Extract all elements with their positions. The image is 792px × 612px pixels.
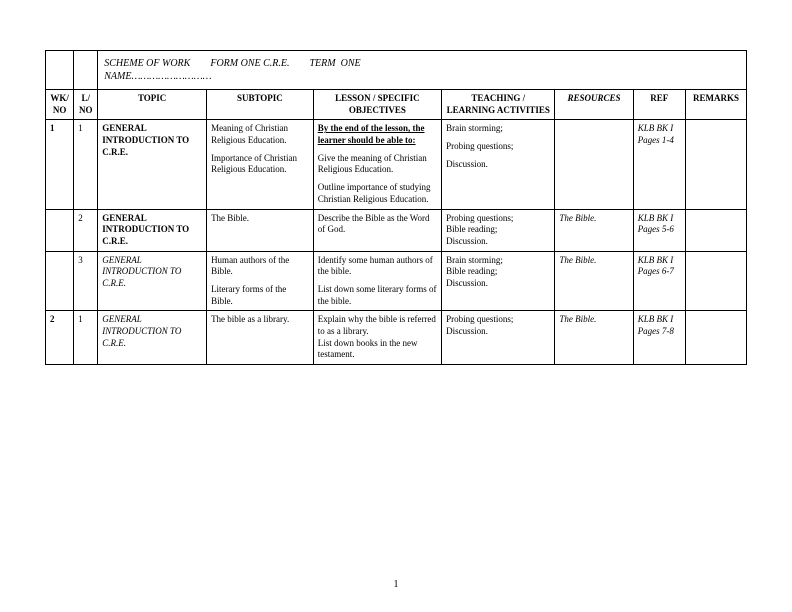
col-header-activities: TEACHING / LEARNING ACTIVITIES [442,90,555,120]
activity-text: Bible reading; [446,224,497,234]
col-header-ref: REF [633,90,685,120]
cell-remarks [685,311,746,365]
cell-topic: GENERAL INTRODUCTION TO C.R.E. [98,251,207,311]
cell-remarks [685,120,746,209]
table-row: 3 GENERAL INTRODUCTION TO C.R.E. Human a… [46,251,747,311]
cell-resources: The Bible. [555,311,633,365]
scheme-table: SCHEME OF WORK FORM ONE C.R.E. TERM ONE … [45,50,747,365]
table-row: 1 1 GENERAL INTRODUCTION TO C.R.E. Meani… [46,120,747,209]
cell-wk: 2 [46,311,74,365]
cell-ref: KLB BK I Pages 5-6 [633,209,685,251]
activity-text: Brain storming; [446,255,503,265]
cell-topic: GENERAL INTRODUCTION TO C.R.E. [98,209,207,251]
col-header-wk: WK/ NO [46,90,74,120]
title-text: SCHEME OF WORK FORM ONE C.R.E. TERM ONE [104,58,360,69]
subtopic-text: Importance of Christian Religious Educat… [211,153,309,176]
cell-ln: 1 [74,311,98,365]
activity-text: Discussion. [446,278,488,288]
cell-wk [46,251,74,311]
title-row: SCHEME OF WORK FORM ONE C.R.E. TERM ONE … [46,51,747,90]
subtopic-text: The bible as a library. [211,314,309,326]
activity-text: Brain storming; [446,123,550,135]
col-header-resources: RESOURCES [555,90,633,120]
activity-text: Discussion. [446,159,550,171]
activity-text: Probing questions; [446,314,513,324]
cell-resources: The Bible. [555,251,633,311]
col-header-objectives: LESSON / SPECIFIC OBJECTIVES [313,90,441,120]
col-header-topic: TOPIC [98,90,207,120]
cell-subtopic: Human authors of the Bible. Literary for… [207,251,314,311]
table-row: 2 1 GENERAL INTRODUCTION TO C.R.E. The b… [46,311,747,365]
cell-ln: 2 [74,209,98,251]
cell-ref: KLB BK I Pages 1-4 [633,120,685,209]
objective-text: List down books in the new testament. [318,338,418,360]
objective-text: Describe the Bible as the Word of God. [318,213,437,236]
cell-topic: GENERAL INTRODUCTION TO C.R.E. [98,311,207,365]
cell-resources: The Bible. [555,209,633,251]
cell-activities: Probing questions; Discussion. [442,311,555,365]
cell-subtopic: Meaning of Christian Religious Education… [207,120,314,209]
cell-ln: 3 [74,251,98,311]
cell-subtopic: The Bible. [207,209,314,251]
subtopic-text: Literary forms of the Bible. [211,284,309,307]
cell-objectives: Explain why the bible is referred to as … [313,311,441,365]
name-line: NAME……………………… [104,71,211,82]
cell-activities: Brain storming; Bible reading; Discussio… [442,251,555,311]
col-header-ln: L/ NO [74,90,98,120]
objective-text: Identify some human authors of the bible… [318,255,437,278]
cell-ref: KLB BK I Pages 7-8 [633,311,685,365]
cell-remarks [685,209,746,251]
page-container: SCHEME OF WORK FORM ONE C.R.E. TERM ONE … [0,0,792,365]
cell-remarks [685,251,746,311]
subtopic-text: The Bible. [211,213,309,225]
cell-objectives: By the end of the lesson, the learner sh… [313,120,441,209]
cell-activities: Brain storming; Probing questions; Discu… [442,120,555,209]
col-header-remarks: REMARKS [685,90,746,120]
objective-intro: By the end of the lesson, the learner sh… [318,123,437,146]
subtopic-text: Human authors of the Bible. [211,255,309,278]
cell-topic: GENERAL INTRODUCTION TO C.R.E. [98,120,207,209]
objective-text: Give the meaning of Christian Religious … [318,153,437,176]
activity-text: Probing questions; [446,141,550,153]
cell-objectives: Identify some human authors of the bible… [313,251,441,311]
cell-resources [555,120,633,209]
cell-wk [46,209,74,251]
cell-wk: 1 [46,120,74,209]
title-cell: SCHEME OF WORK FORM ONE C.R.E. TERM ONE … [98,51,747,90]
activity-text: Bible reading; [446,266,497,276]
cell-ref: KLB BK I Pages 6-7 [633,251,685,311]
activity-text: Discussion. [446,236,488,246]
cell-ln: 1 [74,120,98,209]
cell-objectives: Describe the Bible as the Word of God. [313,209,441,251]
activity-text: Probing questions; [446,213,513,223]
objective-text: List down some literary forms of the bib… [318,284,437,307]
page-number: 1 [0,579,792,590]
blank-cell [74,51,98,90]
col-header-subtopic: SUBTOPIC [207,90,314,120]
subtopic-text: Meaning of Christian Religious Education… [211,123,309,146]
blank-cell [46,51,74,90]
table-row: 2 GENERAL INTRODUCTION TO C.R.E. The Bib… [46,209,747,251]
objective-text: Explain why the bible is referred to as … [318,314,436,336]
objective-text: Outline importance of studying Christian… [318,182,437,205]
cell-subtopic: The bible as a library. [207,311,314,365]
header-row: WK/ NO L/ NO TOPIC SUBTOPIC LESSON / SPE… [46,90,747,120]
cell-activities: Probing questions; Bible reading; Discus… [442,209,555,251]
activity-text: Discussion. [446,326,488,336]
